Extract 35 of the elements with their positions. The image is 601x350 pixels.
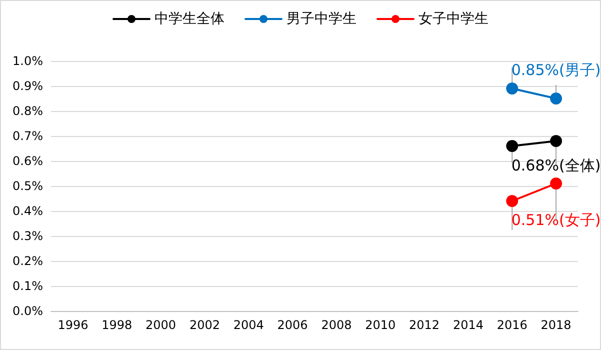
y-tick-label: 0.5%	[12, 179, 43, 193]
x-tick-label: 2012	[409, 318, 440, 332]
x-tick-label: 2006	[277, 318, 308, 332]
x-tick-label: 2016	[496, 318, 528, 332]
x-tick-label: 2008	[321, 318, 352, 332]
x-tick-label: 2010	[365, 318, 396, 332]
x-tick-label: 2004	[233, 318, 264, 332]
data-label: 0.68%(全体)	[511, 156, 601, 174]
x-tick-label: 1996	[58, 318, 88, 332]
y-tick-label: 0.4%	[12, 204, 43, 218]
y-tick-label: 0.8%	[12, 104, 43, 118]
x-tick-label: 2000	[146, 318, 176, 332]
point	[506, 195, 518, 207]
y-tick-label: 0.3%	[12, 229, 43, 243]
y-tick-label: 0.6%	[12, 154, 43, 168]
legend-label: 女子中学生	[418, 11, 488, 27]
x-tick-label: 1998	[102, 318, 132, 332]
point	[550, 178, 562, 190]
point	[506, 82, 518, 94]
point	[550, 135, 562, 147]
y-tick-label: 0.7%	[12, 129, 43, 143]
x-tick-label: 2014	[452, 318, 484, 332]
data-label: 0.51%(女子)	[511, 211, 601, 229]
point	[506, 140, 518, 152]
y-tick-label: 1.0%	[12, 54, 43, 68]
y-tick-label: 0.1%	[12, 279, 43, 293]
y-tick-label: 0.2%	[12, 254, 43, 268]
y-tick-label: 0.0%	[12, 304, 43, 318]
point	[550, 92, 562, 104]
x-tick-label: 2002	[189, 318, 220, 332]
legend-label: 男子中学生	[286, 11, 356, 27]
y-tick-label: 0.9%	[12, 79, 43, 93]
x-tick-label: 2018	[540, 318, 572, 332]
legend-label: 中学生全体	[154, 11, 224, 27]
data-label: 0.85%(男子)	[511, 61, 601, 79]
